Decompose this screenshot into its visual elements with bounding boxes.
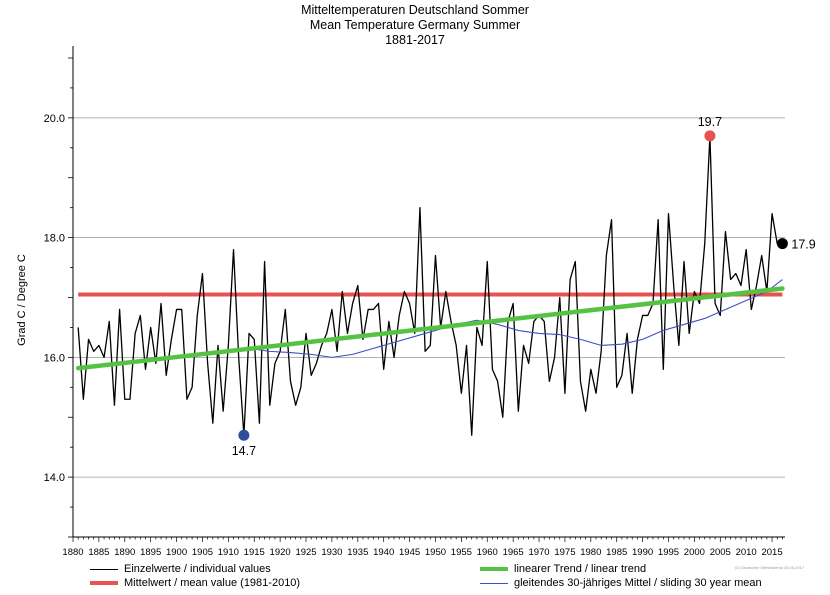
highlight-point: [704, 130, 716, 142]
y-tick-label: 16.0: [44, 352, 65, 364]
y-tick-label: 18.0: [44, 233, 65, 245]
x-tick-label: 1905: [192, 547, 213, 558]
highlight-point: [238, 429, 250, 441]
legend-item-trend: linearer Trend / linear trend: [480, 563, 646, 575]
legend-label-trend: linearer Trend / linear trend: [514, 563, 647, 575]
x-tick-label: 1920: [270, 547, 291, 558]
x-tick-label: 1995: [658, 547, 679, 558]
legend-item-sliding-mean: gleitendes 30-jähriges Mittel / sliding …: [480, 577, 762, 589]
legend-swatch-sliding-mean: [480, 582, 508, 584]
chart-title-line-3: 1881-2017: [385, 33, 445, 47]
x-tick-label: 1950: [425, 547, 446, 558]
x-tick-label: 1890: [114, 547, 135, 558]
highlight-label: 19.7: [698, 115, 722, 129]
legend-label-individual: Einzelwerte / individual values: [124, 563, 271, 575]
x-tick-label: 1980: [580, 547, 601, 558]
highlight-point: [776, 238, 788, 250]
x-tick-label: 1985: [606, 547, 627, 558]
x-tick-label: 1935: [347, 547, 368, 558]
highlight-points: 14.7 19.7 17.9: [232, 115, 816, 458]
individual-values-line: [77, 135, 783, 436]
legend-label-sliding-mean: gleitendes 30-jähriges Mittel / sliding …: [514, 577, 762, 589]
x-tick-label: 1970: [528, 547, 549, 558]
highlight-label: 17.9: [791, 238, 815, 252]
legend-swatch-trend: [480, 567, 508, 571]
highlight-label: 14.7: [232, 444, 256, 458]
x-tick-label: 1965: [503, 547, 524, 558]
x-tick-label: 1900: [166, 547, 187, 558]
x-tick-label: 1940: [373, 547, 394, 558]
sliding-mean-line: [228, 279, 783, 358]
x-tick-label: 2010: [736, 547, 757, 558]
copyright-note: (C) Deutscher Wetterdienst 30.08.2017: [734, 565, 804, 570]
x-tick-label: 1930: [321, 547, 342, 558]
y-tick-label: 14.0: [44, 472, 65, 484]
x-tick-label: 1925: [295, 547, 316, 558]
grid-lines: [73, 117, 785, 478]
x-tick-label: 1960: [477, 547, 498, 558]
x-tick-label: 2000: [684, 547, 705, 558]
legend-label-mean: Mittelwert / mean value (1981-2010): [124, 577, 301, 589]
x-tick-label: 1945: [399, 547, 420, 558]
linear-trend-line: [75, 286, 785, 371]
y-axis-label: Grad C / Degree C: [16, 254, 28, 346]
legend-item-mean: Mittelwert / mean value (1981-2010): [90, 577, 300, 589]
x-tick-label: 1880: [62, 547, 83, 558]
axes: 14.0 16.0 18.0 20.0 1880 1885 1890 1895 1900 1905…: [44, 46, 785, 558]
x-tick-label: 1910: [218, 547, 239, 558]
chart-title-line-2: Mean Temperature Germany Summer: [309, 18, 521, 32]
legend-item-individual: Einzelwerte / individual values: [90, 563, 271, 575]
x-tick-label: 1915: [244, 547, 265, 558]
x-tick-label: 1955: [451, 547, 472, 558]
x-tick-label: 2015: [761, 547, 782, 558]
series-layer: [75, 135, 785, 436]
x-tick-label: 1975: [554, 547, 575, 558]
x-tick-label: 1895: [140, 547, 161, 558]
x-tick-label: 1885: [88, 547, 109, 558]
legend-swatch-mean: [90, 581, 118, 585]
chart-title-line-1: Mitteltemperaturen Deutschland Sommer: [301, 3, 529, 17]
y-tick-label: 20.0: [44, 113, 65, 125]
legend-swatch-individual: [90, 568, 118, 570]
x-tick-label: 1990: [632, 547, 653, 558]
x-tick-label: 2005: [710, 547, 731, 558]
